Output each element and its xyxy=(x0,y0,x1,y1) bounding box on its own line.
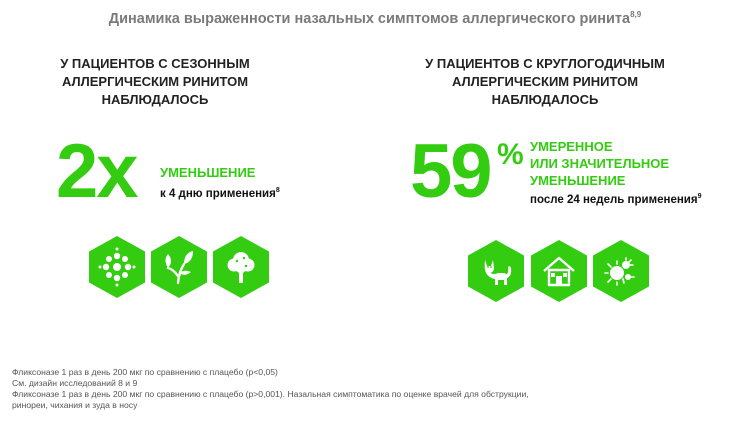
cat-icon xyxy=(468,240,524,302)
left-heading-line-3: НАБЛЮДАЛОСЬ xyxy=(101,92,209,107)
page-title: Динамика выраженности назальных симптомо… xyxy=(0,10,750,27)
right-green-label: УМЕРЕННОЕ ИЛИ ЗНАЧИТЕЛЬНОЕ УМЕНЬШЕНИЕ xyxy=(530,138,669,189)
footnotes: Фликсоназе 1 раз в день 200 мкг по сравн… xyxy=(12,367,622,411)
right-green-line-3: УМЕНЬШЕНИЕ xyxy=(530,173,626,188)
left-black-label: к 4 дню применения8 xyxy=(160,184,280,201)
left-heading-line-2: АЛЛЕРГИЧЕСКИМ РИНИТОМ xyxy=(61,74,249,89)
left-green-label: УМЕНЬШЕНИЕ xyxy=(160,165,256,180)
right-black-label-text: после 24 недель применения xyxy=(530,193,698,206)
left-big-value: 2x xyxy=(56,129,139,214)
dust-mite-icon xyxy=(593,240,649,302)
footnote-1: Фликсоназе 1 раз в день 200 мкг по сравн… xyxy=(12,367,278,377)
tree-icon xyxy=(213,236,269,298)
right-green-line-1: УМЕРЕННОЕ xyxy=(530,139,613,154)
house-icon xyxy=(531,240,587,302)
leaves-icon xyxy=(151,236,207,298)
footnote-4: ринореи, чихания и зуда в носу xyxy=(12,400,138,410)
right-percent-sign: % xyxy=(497,138,524,171)
flower-icon xyxy=(89,236,145,298)
left-black-label-sup: 8 xyxy=(275,187,280,194)
title-superscript: 8,9 xyxy=(630,10,642,19)
right-big-value: 59 xyxy=(410,129,493,214)
right-heading-line-2: АЛЛЕРГИЧЕСКИМ РИНИТОМ xyxy=(451,74,639,89)
footnote-2: См. дизайн исследований 8 и 9 xyxy=(12,378,138,388)
right-heading-line-3: НАБЛЮДАЛОСЬ xyxy=(491,92,599,107)
right-black-label-sup: 9 xyxy=(697,193,702,200)
right-green-line-2: ИЛИ ЗНАЧИТЕЛЬНОЕ xyxy=(530,156,670,171)
left-heading: У ПАЦИЕНТОВ С СЕЗОННЫМ АЛЛЕРГИЧЕСКИМ РИН… xyxy=(40,55,270,109)
right-black-label: после 24 недель применения9 xyxy=(530,190,701,207)
title-text: Динамика выраженности назальных симптомо… xyxy=(108,10,631,27)
right-heading-line-1: У ПАЦИЕНТОВ С КРУГЛОГОДИЧНЫМ xyxy=(425,56,665,71)
right-heading: У ПАЦИЕНТОВ С КРУГЛОГОДИЧНЫМ АЛЛЕРГИЧЕСК… xyxy=(400,55,690,109)
footnote-3: Фликсоназе 1 раз в день 200 мкг по сравн… xyxy=(12,389,529,399)
left-heading-line-1: У ПАЦИЕНТОВ С СЕЗОННЫМ xyxy=(60,56,250,71)
left-black-label-text: к 4 дню применения xyxy=(160,187,276,200)
